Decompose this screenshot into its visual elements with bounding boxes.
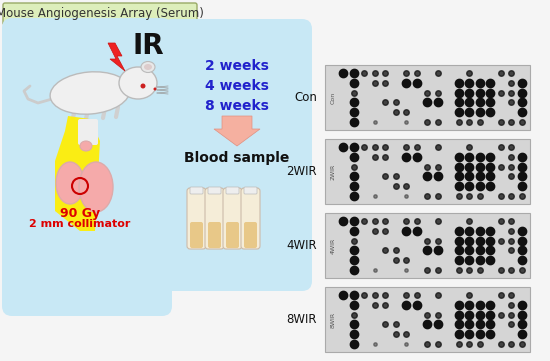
Text: Con: Con: [294, 91, 317, 104]
FancyBboxPatch shape: [3, 3, 197, 25]
Text: 8 weeks: 8 weeks: [205, 99, 269, 113]
FancyBboxPatch shape: [226, 222, 239, 248]
FancyBboxPatch shape: [208, 187, 221, 194]
FancyBboxPatch shape: [162, 19, 312, 291]
Text: 2 mm collimator: 2 mm collimator: [29, 219, 131, 229]
Text: Mouse Angiogenesis Array (Serum): Mouse Angiogenesis Array (Serum): [0, 8, 204, 21]
Ellipse shape: [141, 61, 155, 73]
Polygon shape: [108, 43, 125, 71]
FancyBboxPatch shape: [190, 222, 203, 248]
Text: 2WIR: 2WIR: [287, 165, 317, 178]
FancyBboxPatch shape: [244, 222, 257, 248]
Ellipse shape: [79, 162, 113, 212]
FancyBboxPatch shape: [190, 187, 203, 194]
Text: Blood sample: Blood sample: [184, 151, 290, 165]
Bar: [325, 139, 530, 204]
FancyBboxPatch shape: [205, 188, 224, 249]
Polygon shape: [214, 116, 260, 146]
Polygon shape: [55, 116, 100, 231]
FancyBboxPatch shape: [226, 187, 239, 194]
Text: 2 weeks: 2 weeks: [205, 59, 269, 73]
Ellipse shape: [119, 67, 157, 99]
Bar: [325, 213, 530, 278]
Text: 2WIR: 2WIR: [331, 164, 336, 180]
FancyBboxPatch shape: [241, 188, 260, 249]
Ellipse shape: [80, 141, 92, 151]
Bar: [325, 65, 530, 130]
Text: Con: Con: [331, 91, 336, 104]
Text: 4WIR: 4WIR: [287, 239, 317, 252]
Circle shape: [153, 87, 157, 91]
Text: IR: IR: [132, 32, 164, 60]
FancyBboxPatch shape: [78, 119, 98, 145]
Text: 4WIR: 4WIR: [331, 238, 336, 254]
Ellipse shape: [56, 162, 84, 204]
Bar: [325, 287, 530, 352]
Ellipse shape: [144, 64, 152, 70]
FancyBboxPatch shape: [2, 18, 172, 316]
FancyBboxPatch shape: [187, 188, 206, 249]
FancyBboxPatch shape: [223, 188, 242, 249]
Text: 8WIR: 8WIR: [287, 313, 317, 326]
FancyBboxPatch shape: [208, 222, 221, 248]
FancyBboxPatch shape: [244, 187, 257, 194]
Text: 90 Gy: 90 Gy: [60, 206, 100, 219]
Text: 4 weeks: 4 weeks: [205, 79, 269, 93]
Circle shape: [140, 83, 146, 88]
Ellipse shape: [50, 72, 130, 114]
Text: 8WIR: 8WIR: [331, 312, 336, 327]
